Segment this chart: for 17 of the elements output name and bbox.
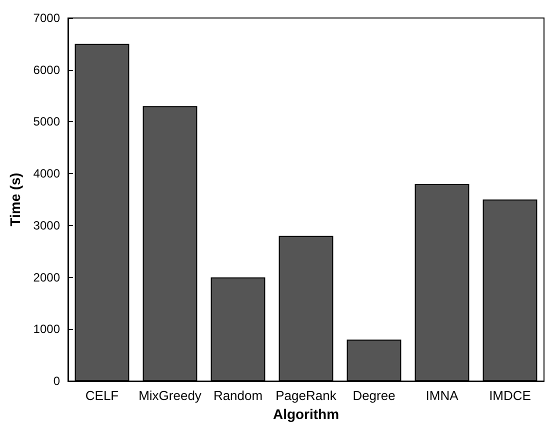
y-tick-label: 4000 (33, 166, 60, 181)
x-tick-label: Random (213, 388, 263, 404)
y-tick-label: 6000 (33, 62, 60, 77)
x-tick-label: IMNA (426, 388, 459, 404)
x-tick-label: IMDCE (489, 388, 532, 404)
x-axis-title: Algorithm (272, 406, 340, 422)
y-tick-label: 1000 (33, 322, 60, 336)
y-tick-label: 0 (53, 374, 60, 388)
y-tick-label: 5000 (33, 114, 60, 129)
y-tick-label: 7000 (33, 11, 60, 25)
y-axis-title: Time (s) (7, 172, 23, 226)
x-tick-label: Degree (352, 388, 396, 404)
x-tick-label: PageRank (276, 388, 337, 404)
y-tick-label: 2000 (33, 270, 60, 284)
x-tick-label: MixGreedy (138, 388, 202, 404)
y-tick-label: 3000 (33, 218, 60, 232)
x-tick-label: CELF (85, 388, 119, 404)
